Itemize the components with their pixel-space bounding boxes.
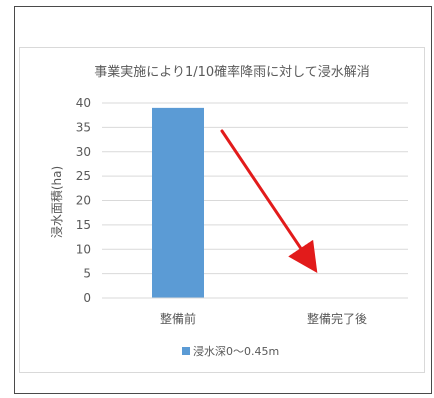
y-tick-label-5: 5 <box>83 267 91 281</box>
legend-marker <box>182 347 190 355</box>
category-label-after: 整備完了後 <box>307 311 367 326</box>
y-tick-label-10: 10 <box>76 242 91 256</box>
chart-title: 事業実施により1/10確率降雨に対して浸水解消 <box>94 64 370 80</box>
y-tick-label-25: 25 <box>76 169 91 183</box>
y-tick-label-40: 40 <box>76 96 91 110</box>
y-axis-title: 浸水面積(ha) <box>49 166 64 238</box>
gridlines <box>102 102 408 275</box>
chart-area <box>19 47 425 373</box>
y-tick-label-0: 0 <box>83 291 91 305</box>
y-tick-label-35: 35 <box>76 120 91 134</box>
category-label-before: 整備前 <box>160 311 196 326</box>
y-tick-label-15: 15 <box>76 218 91 232</box>
legend-label: 浸水深0～0.45m <box>193 345 279 358</box>
bars <box>152 107 204 298</box>
y-tick-label-30: 30 <box>76 145 91 159</box>
y-tick-label-20: 20 <box>76 194 91 208</box>
decrease-arrow <box>220 129 318 273</box>
bar-before <box>152 107 204 298</box>
y-axis-ticks: 0 5 10 15 20 25 30 35 40 <box>76 96 91 305</box>
